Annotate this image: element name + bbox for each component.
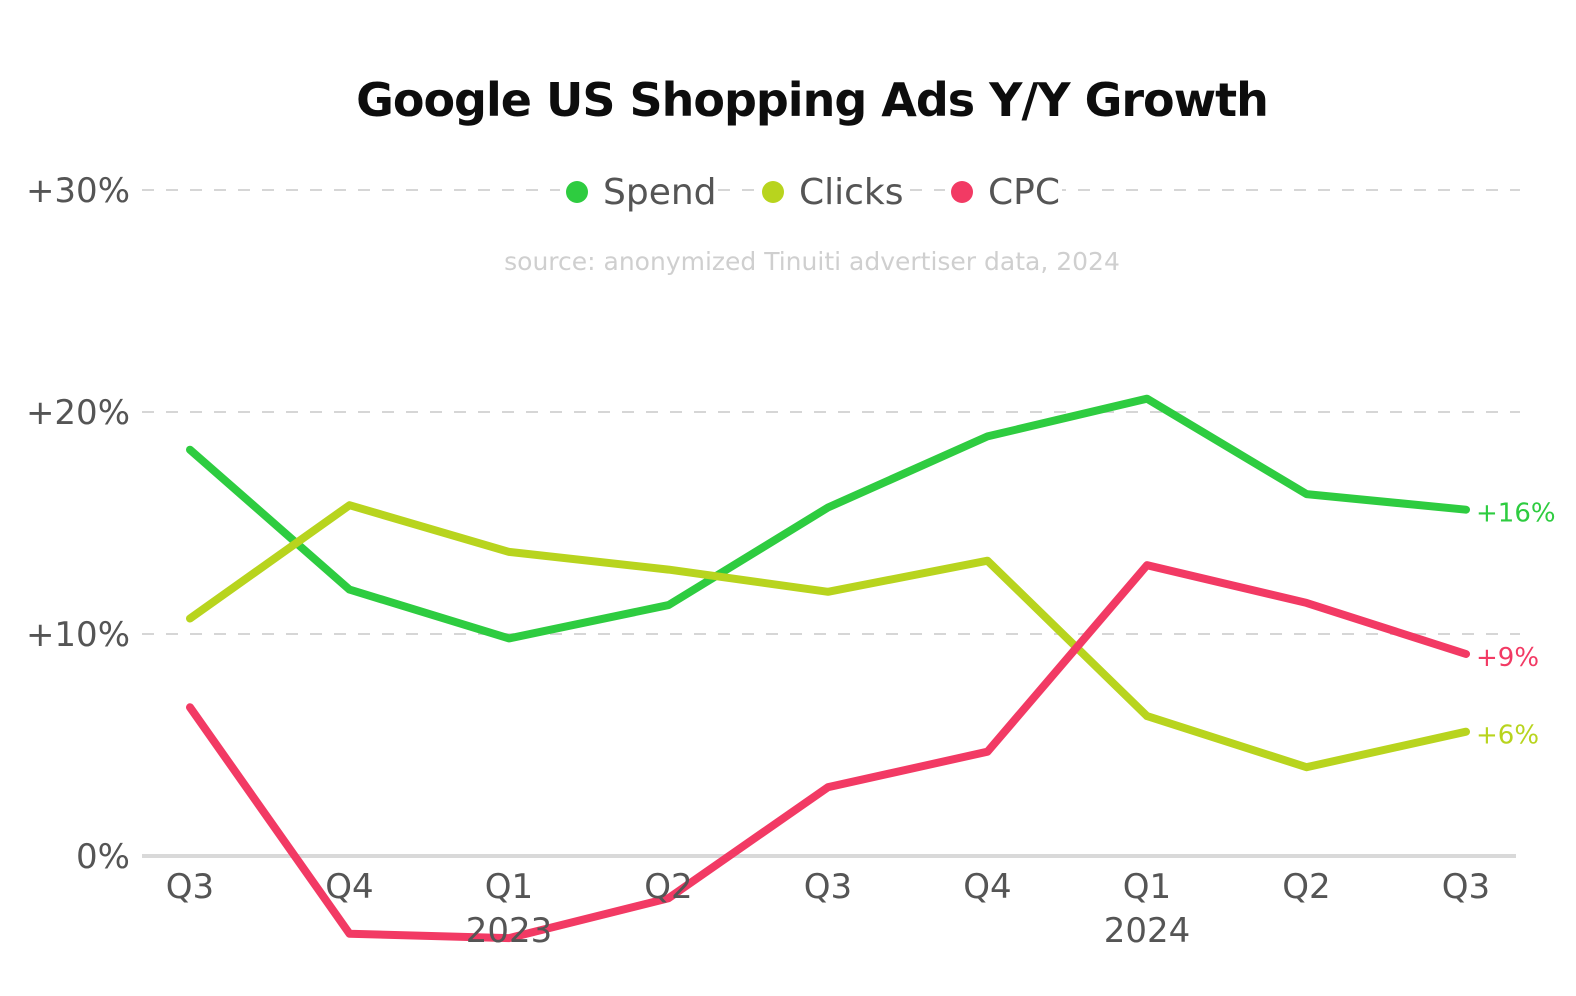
legend-label: Spend [603, 172, 717, 213]
x-year-label: 2024 [1104, 911, 1191, 951]
series-line-clicks [186, 501, 1470, 772]
x-tick-label: Q3 [1442, 867, 1490, 907]
x-tick-label: Q4 [963, 867, 1011, 907]
y-tick-label: 0% [76, 837, 130, 877]
chart-subtitle: source: anonymized Tinuiti advertiser da… [504, 247, 1120, 276]
x-tick-label: Q2 [1282, 867, 1330, 907]
legend-label: CPC [988, 172, 1060, 213]
legend-marker [951, 181, 973, 203]
x-tick-label: Q4 [325, 867, 373, 907]
y-tick-label: +10% [26, 615, 130, 655]
legend-label: Clicks [799, 172, 904, 213]
legend: Spend Clicks CPC [560, 164, 1062, 216]
series-line-cpc [186, 561, 1470, 943]
end-labels: +16% +6% +9% [1476, 499, 1556, 751]
x-axis-ticks: Q3 Q4 Q1 Q2 Q3 Q4 Q1 Q2 Q3 2023 2024 [166, 867, 1490, 951]
series-layer [186, 394, 1470, 943]
legend-marker [566, 181, 588, 203]
x-tick-label: Q1 [485, 867, 533, 907]
y-tick-label: +20% [26, 393, 130, 433]
end-value-label: +6% [1476, 721, 1539, 751]
legend-marker [762, 181, 784, 203]
grid-layer: 0% +10% +20% +30% [26, 171, 1520, 877]
x-tick-label: Q3 [166, 867, 214, 907]
y-tick-label: +30% [26, 171, 130, 211]
end-value-label: +9% [1476, 643, 1539, 673]
end-value-label: +16% [1476, 499, 1556, 529]
chart-title: Google US Shopping Ads Y/Y Growth [356, 73, 1268, 127]
x-tick-label: Q3 [804, 867, 852, 907]
x-year-label: 2023 [466, 911, 553, 951]
x-tick-label: Q2 [644, 867, 692, 907]
x-tick-label: Q1 [1123, 867, 1171, 907]
series-line-spend [186, 394, 1470, 643]
